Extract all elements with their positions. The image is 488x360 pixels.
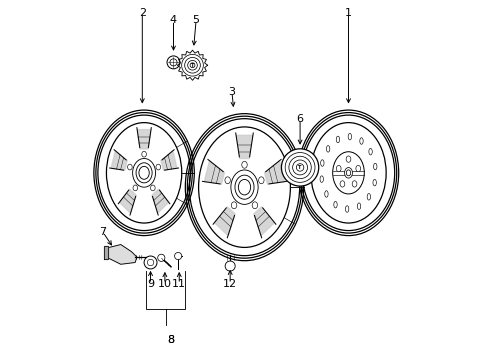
Ellipse shape [345,206,348,212]
Ellipse shape [336,136,339,143]
Ellipse shape [234,175,254,199]
Ellipse shape [344,167,352,178]
Ellipse shape [231,202,236,209]
Ellipse shape [241,161,247,168]
Text: 11: 11 [172,279,186,289]
Ellipse shape [136,163,152,183]
Ellipse shape [156,164,160,170]
Ellipse shape [326,145,329,152]
Polygon shape [106,244,137,264]
Ellipse shape [142,151,146,157]
Ellipse shape [346,156,350,162]
Ellipse shape [319,176,323,183]
Ellipse shape [339,181,344,187]
Text: 12: 12 [223,279,237,289]
Ellipse shape [139,166,149,179]
Ellipse shape [133,185,137,191]
Ellipse shape [167,56,180,69]
Text: 8: 8 [167,334,174,345]
Text: T: T [190,63,194,68]
Polygon shape [214,207,235,235]
Ellipse shape [224,261,235,271]
Ellipse shape [324,191,327,197]
Polygon shape [264,161,284,184]
Ellipse shape [185,114,303,261]
Polygon shape [111,151,127,170]
Ellipse shape [174,252,182,260]
Ellipse shape [332,152,364,194]
Polygon shape [253,207,274,235]
Ellipse shape [258,177,264,184]
Text: 7: 7 [99,227,106,237]
Ellipse shape [281,149,318,186]
Ellipse shape [252,202,257,209]
Text: 10: 10 [158,279,172,289]
Ellipse shape [320,160,324,166]
Ellipse shape [127,164,132,170]
Ellipse shape [346,170,350,176]
Polygon shape [161,151,177,170]
Polygon shape [177,50,207,80]
Ellipse shape [230,170,258,204]
Ellipse shape [298,110,398,235]
Text: 8: 8 [167,334,174,345]
Ellipse shape [132,158,155,187]
Ellipse shape [158,254,164,261]
Text: 6: 6 [296,114,303,124]
Polygon shape [152,189,168,213]
Ellipse shape [359,138,363,144]
Ellipse shape [368,148,371,155]
Text: 4: 4 [170,15,177,26]
Ellipse shape [357,203,360,210]
Ellipse shape [310,123,386,223]
Polygon shape [119,189,136,213]
Ellipse shape [351,181,356,187]
Ellipse shape [366,194,370,200]
Text: 9: 9 [147,279,154,289]
Ellipse shape [94,110,194,235]
Ellipse shape [144,256,157,269]
Ellipse shape [333,201,337,208]
Ellipse shape [372,179,376,186]
Ellipse shape [347,134,351,140]
Polygon shape [104,246,107,259]
Ellipse shape [373,163,376,170]
Ellipse shape [336,166,341,172]
Ellipse shape [238,179,250,195]
Ellipse shape [224,177,230,184]
Text: 5: 5 [192,15,199,26]
Ellipse shape [355,166,360,172]
Ellipse shape [106,123,182,223]
Polygon shape [204,161,224,184]
Ellipse shape [198,127,290,247]
Polygon shape [236,135,252,158]
Text: 2: 2 [139,8,145,18]
Polygon shape [137,130,151,149]
Text: T: T [298,165,301,170]
Text: 3: 3 [228,87,235,97]
Ellipse shape [150,185,155,191]
Text: 1: 1 [345,8,351,18]
